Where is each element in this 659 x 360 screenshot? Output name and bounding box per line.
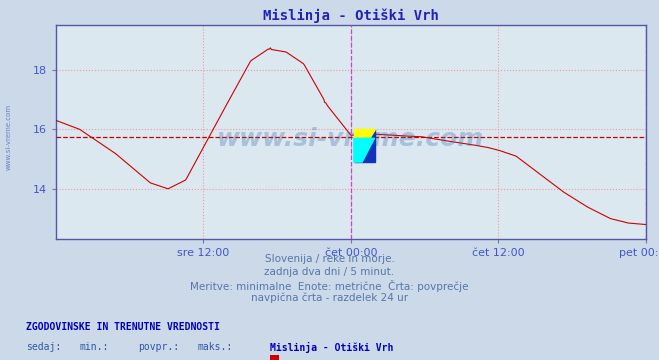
Text: sedaj:: sedaj:: [26, 342, 61, 352]
Text: povpr.:: povpr.:: [138, 342, 179, 352]
Text: Mislinja - Otiški Vrh: Mislinja - Otiški Vrh: [270, 342, 393, 353]
Polygon shape: [354, 138, 374, 162]
Text: navpična črta - razdelek 24 ur: navpična črta - razdelek 24 ur: [251, 292, 408, 303]
Polygon shape: [354, 129, 374, 162]
Text: ZGODOVINSKE IN TRENUTNE VREDNOSTI: ZGODOVINSKE IN TRENUTNE VREDNOSTI: [26, 322, 220, 332]
Text: www.si-vreme.com: www.si-vreme.com: [5, 104, 11, 170]
Text: Meritve: minimalne  Enote: metrične  Črta: povprečje: Meritve: minimalne Enote: metrične Črta:…: [190, 279, 469, 292]
Text: www.si-vreme.com: www.si-vreme.com: [217, 127, 484, 151]
Text: zadnja dva dni / 5 minut.: zadnja dva dni / 5 minut.: [264, 267, 395, 276]
Text: Slovenija / reke in morje.: Slovenija / reke in morje.: [264, 254, 395, 264]
Text: min.:: min.:: [79, 342, 109, 352]
Text: maks.:: maks.:: [198, 342, 233, 352]
Polygon shape: [354, 129, 374, 162]
Title: Mislinja - Otiški Vrh: Mislinja - Otiški Vrh: [263, 8, 439, 23]
